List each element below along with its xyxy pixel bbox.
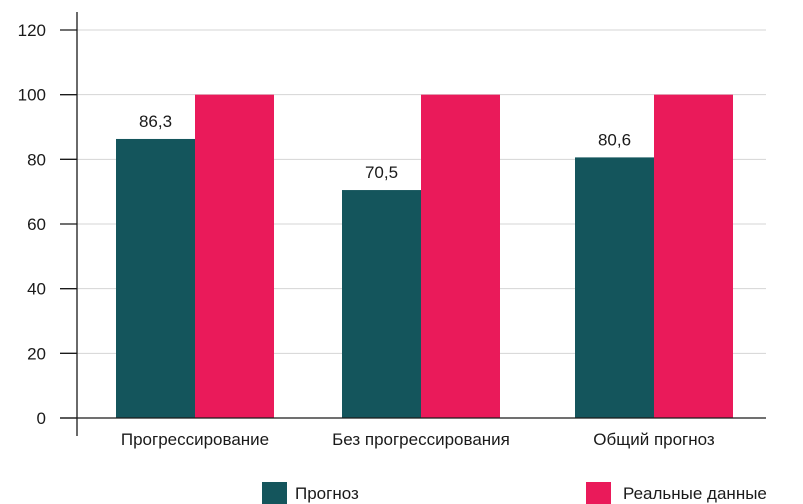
category-label: Без прогрессирования xyxy=(332,430,510,449)
axes xyxy=(60,12,766,436)
y-tick-label: 80 xyxy=(27,150,46,169)
y-tick-label: 60 xyxy=(27,215,46,234)
bar-actual xyxy=(421,94,500,419)
bar-actual xyxy=(654,94,733,419)
y-tick-label: 120 xyxy=(18,21,46,40)
bar-forecast xyxy=(342,190,421,418)
bar-actual xyxy=(195,94,274,419)
y-tick-label: 0 xyxy=(37,409,46,428)
y-tick-label: 40 xyxy=(27,280,46,299)
bar-forecast xyxy=(575,157,654,419)
bar-value-label: 86,3 xyxy=(139,112,172,131)
legend-swatch xyxy=(262,482,287,504)
value-labels: 86,3 70,5 80,6 xyxy=(139,112,631,182)
y-tick-labels: 0 20 40 60 80 100 120 xyxy=(18,21,46,428)
bars xyxy=(116,94,733,419)
category-labels: Прогрессирование Без прогрессирования Общи… xyxy=(121,430,715,449)
bar-value-label: 70,5 xyxy=(365,163,398,182)
category-label: Общий прогноз xyxy=(593,430,715,449)
bar-forecast xyxy=(116,138,195,419)
legend-label: Реальные данные xyxy=(623,484,767,503)
legend-label: Прогноз xyxy=(295,484,359,503)
legend: Прогноз Реальные данные xyxy=(262,482,767,504)
category-label: Прогрессирование xyxy=(121,430,269,449)
bar-value-label: 80,6 xyxy=(598,130,631,149)
y-tick-label: 100 xyxy=(18,86,46,105)
y-tick-label: 20 xyxy=(27,344,46,363)
legend-swatch xyxy=(586,482,611,504)
